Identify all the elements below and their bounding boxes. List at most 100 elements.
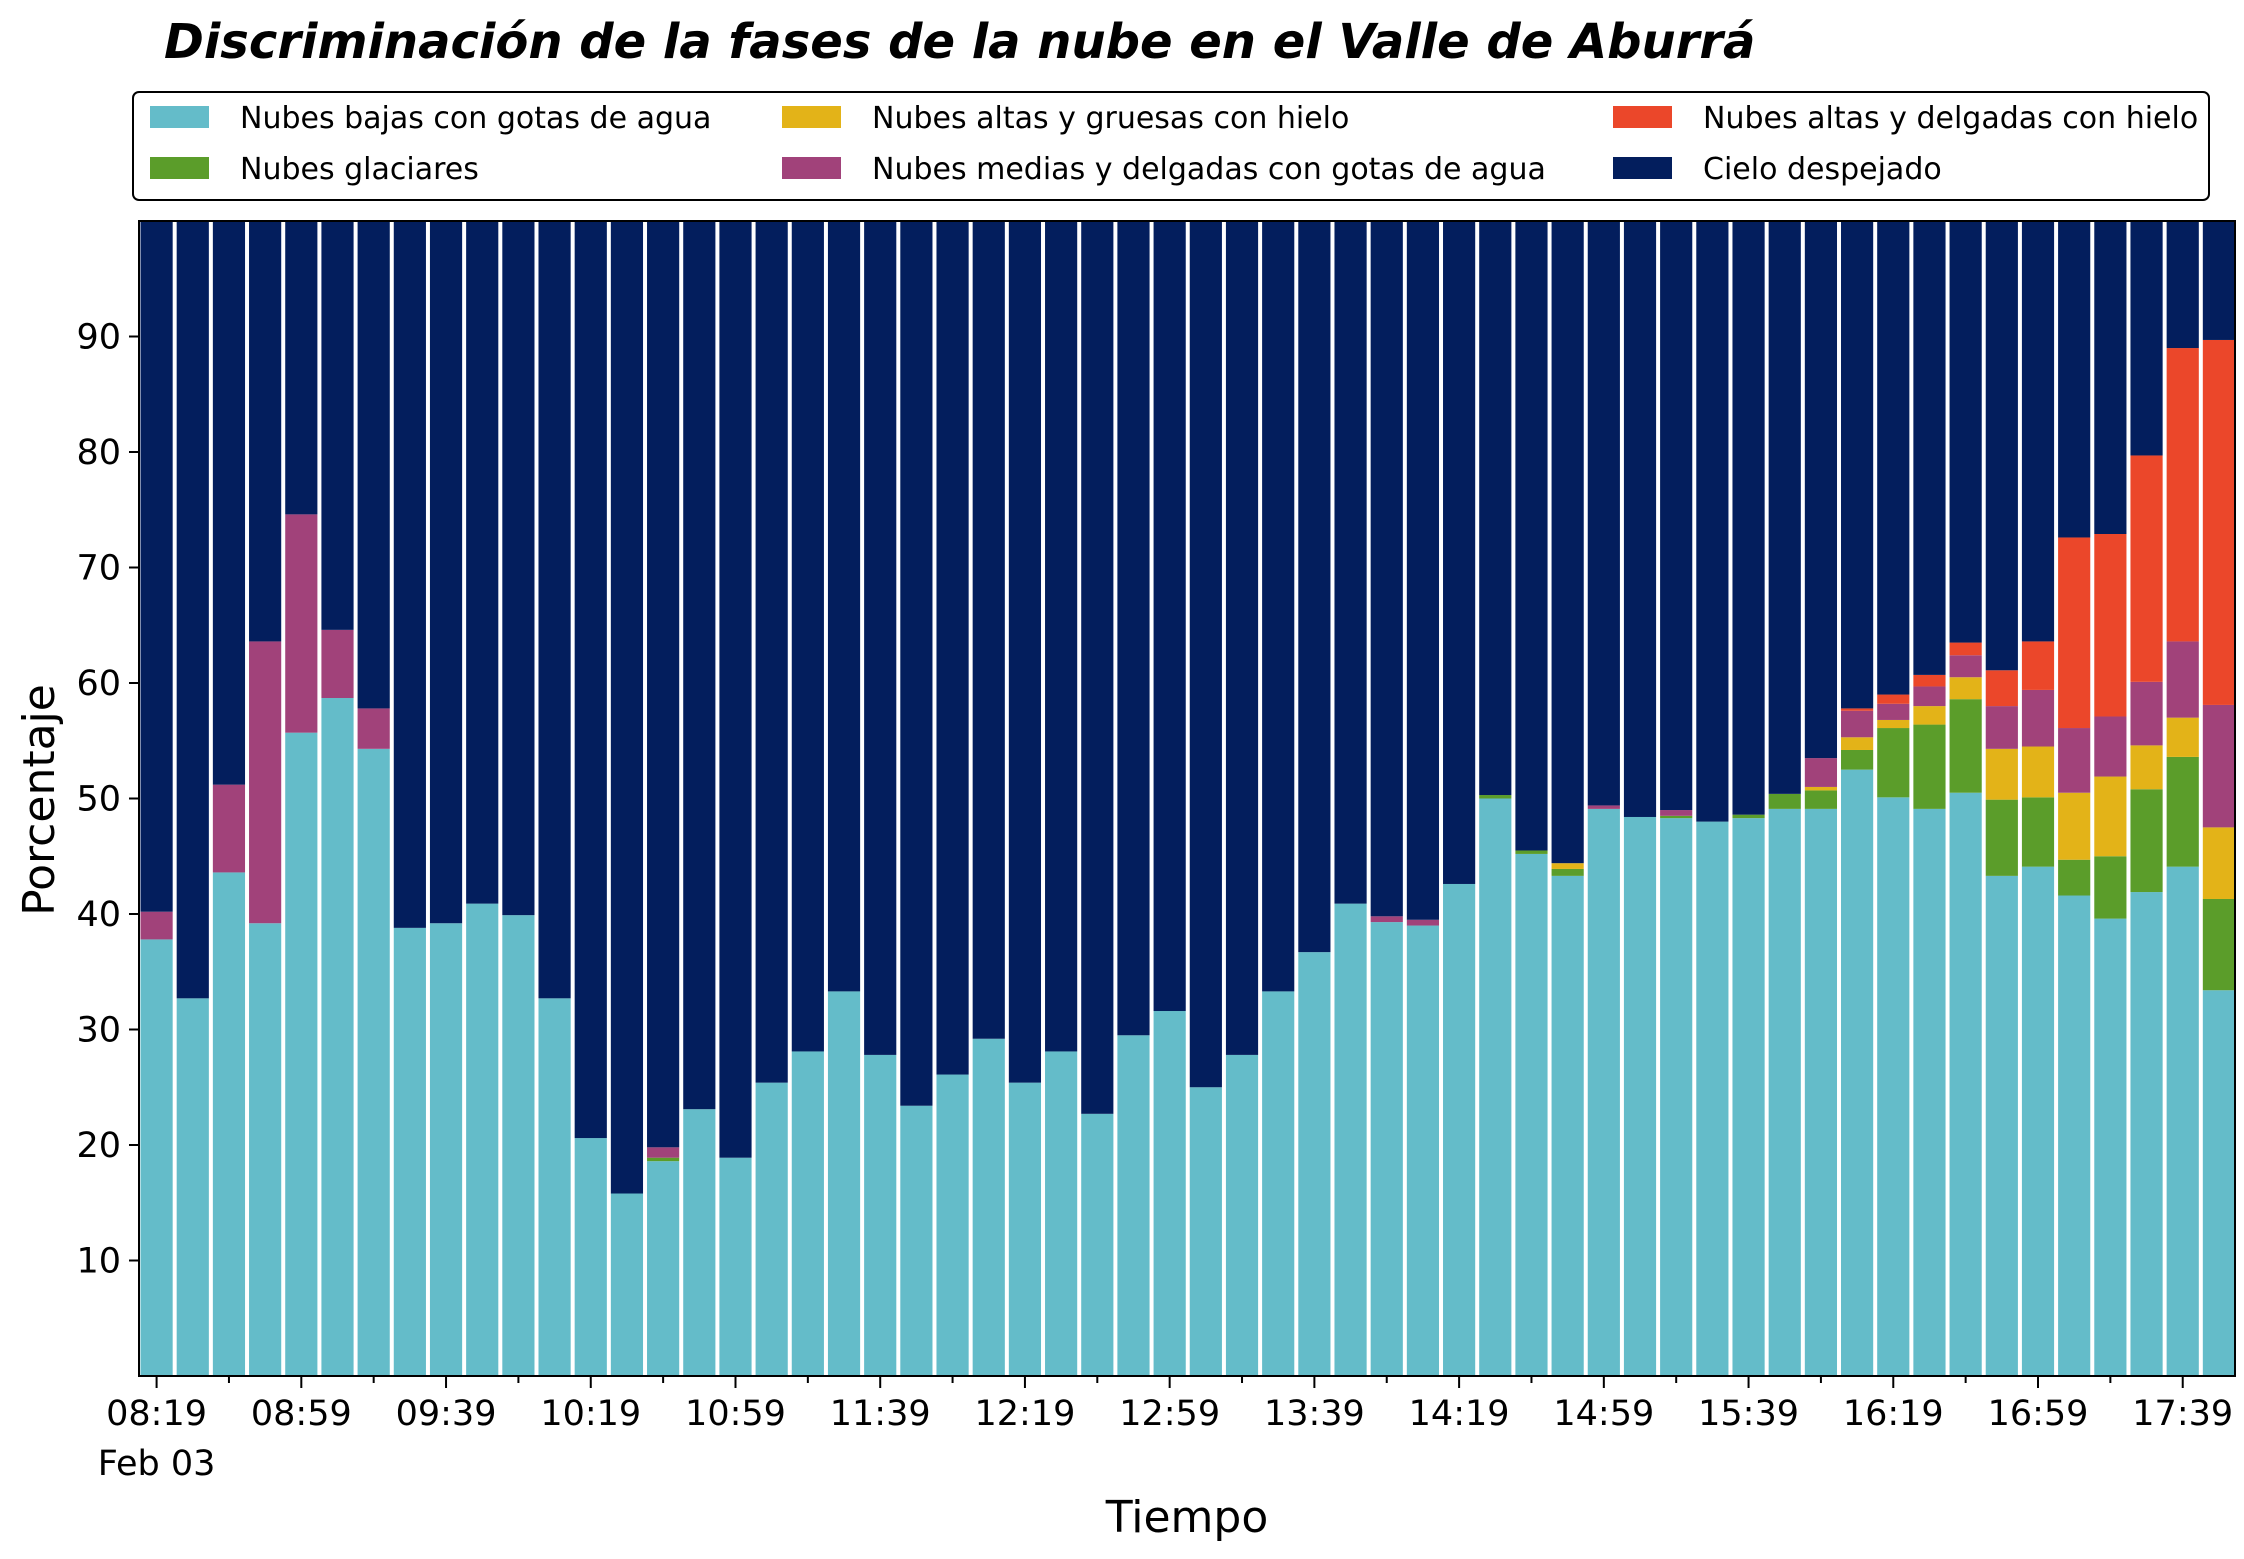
x-tick-label: 12:19 [974, 1394, 1075, 1434]
bar-segment [1949, 699, 1982, 793]
bars-group [140, 221, 2235, 1377]
bar-segment [755, 221, 788, 1083]
bar-segment [538, 998, 571, 1376]
bar-segment [1443, 221, 1476, 884]
bar-segment [827, 991, 861, 1376]
bar-segment [972, 221, 1005, 1039]
bar-segment [2130, 455, 2163, 682]
bar-segment [2202, 827, 2235, 899]
bar-segment [1877, 221, 1910, 695]
legend-swatch [150, 106, 209, 128]
bar-segment [1334, 221, 1367, 904]
bar-segment [1153, 1011, 1186, 1376]
x-tick-label: 14:19 [1409, 1394, 1510, 1434]
x-date-label: Feb 03 [98, 1444, 216, 1484]
bar-segment [1949, 221, 1982, 643]
bar-segment [212, 784, 246, 873]
y-tick-label: 90 [76, 318, 121, 358]
bar-segment [321, 698, 354, 1376]
bar-segment [1877, 797, 1910, 1376]
legend-label: Cielo despejado [1703, 152, 1942, 187]
y-tick-label: 70 [76, 549, 121, 589]
bar-segment [1913, 686, 1946, 707]
bar-segment [1045, 1051, 1078, 1376]
bar-segment [2202, 339, 2235, 705]
bar-segment [755, 1082, 788, 1376]
bar-segment [1985, 799, 2018, 876]
bar-segment [647, 1157, 680, 1162]
bar-segment [1117, 221, 1150, 1036]
bar-segment [1370, 922, 1403, 1376]
y-tick-label: 40 [76, 895, 121, 935]
bar-segment [972, 1038, 1005, 1376]
bar-segment [1841, 221, 1874, 709]
bar-segment [249, 221, 282, 642]
bar-segment [1406, 925, 1440, 1376]
bar-segment [212, 221, 246, 785]
bar-segment [429, 221, 463, 924]
bar-segment [1949, 655, 1982, 678]
bar-segment [1768, 221, 1801, 794]
bar-segment [393, 221, 426, 928]
bar-segment [900, 221, 933, 1106]
bar-segment [249, 923, 282, 1376]
bar-segment [2202, 704, 2235, 828]
bar-segment [502, 221, 535, 916]
bar-segment [1696, 821, 1729, 1376]
bar-segment [1551, 868, 1584, 876]
bar-segment [1804, 790, 1838, 809]
bar-segment [1804, 758, 1838, 787]
bar-segment [1406, 919, 1440, 926]
bar-segment [900, 1105, 933, 1376]
bar-segment [1479, 795, 1512, 799]
bar-segment [1913, 221, 1946, 675]
bar-segment [1913, 706, 1946, 725]
bar-segment [1008, 221, 1042, 1083]
bar-segment [1841, 710, 1874, 738]
bar-segment [1877, 719, 1910, 729]
bar-segment [140, 939, 173, 1376]
bar-segment [1081, 221, 1114, 1114]
bar-segment [1081, 1113, 1114, 1376]
bar-segment [1660, 818, 1693, 1376]
bar-segment [2021, 866, 2055, 1376]
bar-segment [791, 1051, 824, 1376]
bar-segment [2130, 745, 2163, 790]
bar-segment [1623, 221, 1657, 817]
y-axis: 10 20 30 40 50 60 70 80 90 [76, 318, 139, 1282]
bar-segment [1660, 815, 1693, 819]
bar-segment [2058, 728, 2091, 793]
bar-segment [1660, 221, 1693, 811]
bar-segment [2094, 716, 2127, 777]
bar-segment [1117, 1035, 1150, 1376]
bar-segment [1732, 221, 1765, 815]
legend-frame [132, 91, 2210, 201]
bar-segment [1587, 808, 1620, 1376]
bar-segment [1370, 221, 1403, 917]
legend-swatch [782, 106, 841, 128]
bar-segment [1045, 221, 1078, 1052]
bar-segment [1768, 793, 1801, 809]
x-axis-title: Tiempo [1105, 1492, 1269, 1543]
bar-segment [140, 221, 173, 912]
bar-segment [212, 872, 246, 1376]
bar-segment [285, 732, 318, 1376]
x-axis: 08:19 08:59 09:39 10:19 10:59 11:39 12:19 12:59… [98, 1376, 2233, 1484]
legend: Nubes bajas con gotas de agua Nubes glaci… [132, 91, 2210, 201]
bar-segment [1479, 798, 1512, 1376]
bar-segment [1551, 875, 1584, 1376]
bar-segment [1949, 792, 1982, 1376]
y-tick-label: 10 [76, 1242, 121, 1282]
bar-segment [321, 629, 354, 699]
bar-segment [2021, 689, 2055, 747]
bar-segment [2166, 866, 2199, 1376]
bar-segment [502, 915, 535, 1376]
bar-segment [1298, 952, 1331, 1376]
bar-segment [285, 514, 318, 733]
bar-segment [1877, 703, 1910, 720]
bar-segment [1732, 818, 1765, 1376]
bar-segment [1262, 221, 1295, 992]
bar-segment [2021, 746, 2055, 798]
legend-swatch [782, 157, 841, 179]
bar-segment [2021, 797, 2055, 867]
